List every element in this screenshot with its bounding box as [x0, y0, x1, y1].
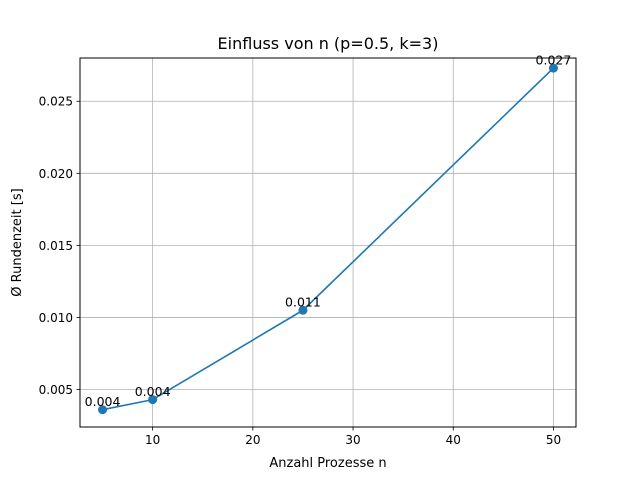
- x-tick-label: 40: [446, 433, 461, 447]
- data-point-marker: [548, 63, 558, 73]
- data-point-label: 0.004: [135, 384, 171, 399]
- y-tick-label: 0.005: [39, 383, 73, 397]
- y-tick-label: 0.010: [39, 311, 73, 325]
- data-labels: 0.004 0.004 0.011 0.027: [85, 53, 572, 410]
- data-point-marker: [98, 405, 108, 415]
- x-tick-label: 10: [145, 433, 160, 447]
- x-tick-label: 30: [345, 433, 360, 447]
- y-axis-label: Ø Rundenzeit [s]: [10, 188, 25, 296]
- data-point-label: 0.004: [85, 394, 121, 409]
- series-line: [102, 67, 555, 411]
- data-point-label: 0.011: [285, 295, 321, 310]
- grid-lines: [80, 58, 576, 427]
- x-axis-label: Anzahl Prozesse n: [269, 456, 386, 471]
- data-point-marker: [298, 305, 308, 315]
- chart-title: Einfluss von n (p=0.5, k=3): [218, 34, 439, 53]
- axis-ticks: 10 20 30 40 50 0.005 0.010 0.015 0.020 0.025: [39, 95, 561, 447]
- y-tick-label: 0.025: [39, 95, 73, 109]
- x-tick-label: 20: [245, 433, 260, 447]
- y-tick-label: 0.020: [39, 167, 73, 181]
- plot-area-frame: [79, 57, 577, 428]
- data-point-marker: [148, 395, 158, 405]
- data-series: [98, 63, 558, 415]
- x-tick-label: 50: [546, 433, 561, 447]
- y-tick-label: 0.015: [39, 239, 73, 253]
- data-point-label: 0.027: [536, 53, 572, 68]
